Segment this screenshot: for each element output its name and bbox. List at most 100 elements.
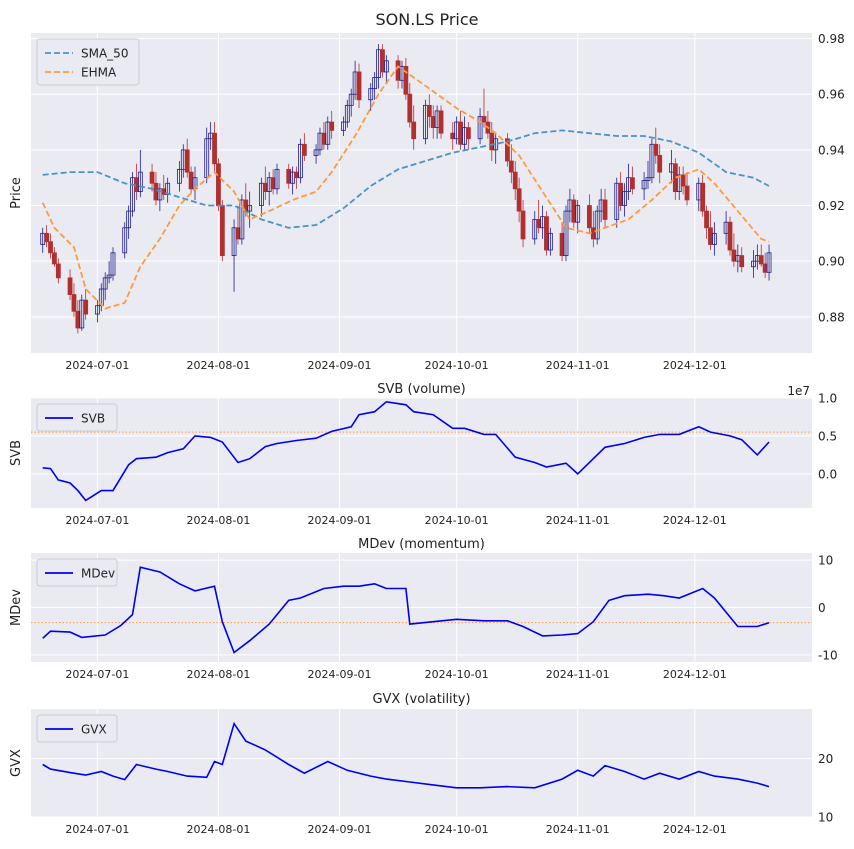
candle-body: [313, 149, 319, 156]
legend-label: GVX: [81, 723, 107, 737]
candle-body: [575, 205, 581, 223]
candle-body: [94, 305, 100, 315]
x-tick-label: 2024-12-01: [663, 359, 727, 372]
candle-body: [212, 132, 217, 165]
candle-body: [711, 232, 717, 245]
y-tick-label: -10: [818, 648, 838, 662]
candle-body: [258, 182, 264, 206]
y-axis-label: Price: [9, 177, 24, 209]
legend-label: MDev: [81, 567, 115, 581]
candle-body: [571, 199, 577, 223]
candle-body: [403, 65, 409, 95]
y-tick-label: 1.0: [818, 392, 837, 406]
legend-label: SMA_50: [81, 47, 128, 61]
x-tick-label: 2024-11-01: [546, 823, 610, 836]
x-tick-label: 2024-07-01: [65, 514, 129, 527]
x-tick-label: 2024-09-01: [308, 514, 372, 527]
series-line-gvx: [42, 721, 770, 789]
candle-body: [75, 310, 81, 329]
plot-content: [31, 566, 812, 654]
candle-body: [407, 93, 413, 123]
candle-body: [55, 263, 61, 279]
candle-body: [762, 263, 768, 273]
candle-body: [450, 132, 456, 140]
candle-body: [505, 138, 510, 162]
candle-body: [294, 171, 299, 179]
candle-body: [657, 155, 663, 173]
candle-body: [411, 121, 417, 140]
legend-box: [36, 403, 118, 432]
x-tick-label: 2024-07-01: [65, 668, 129, 681]
x-tick-label: 2024-11-01: [546, 668, 610, 681]
series-line-ehma: [41, 65, 770, 310]
y-axis-label: SVB: [9, 440, 24, 466]
candle-body: [71, 294, 77, 312]
x-tick-label: 2024-11-01: [546, 359, 610, 372]
candle-body: [465, 127, 471, 140]
candle-body: [247, 205, 253, 212]
candle-body: [751, 260, 756, 268]
candle-body: [536, 219, 542, 229]
candle-body: [298, 143, 303, 179]
candle-body: [731, 249, 737, 262]
candle-body: [130, 177, 135, 212]
x-tick-label: 2024-10-01: [425, 514, 489, 527]
candle-body: [618, 182, 624, 206]
y-tick-label: 0.96: [818, 88, 845, 102]
candle-body: [680, 174, 686, 187]
candle-body: [344, 104, 350, 123]
y-axis-label: MDev: [9, 589, 24, 626]
candle-body: [458, 121, 463, 145]
legend-box: [36, 714, 118, 743]
plot-content: [31, 400, 812, 502]
figure-title: SON.LS Price: [376, 10, 479, 29]
panel-title: MDev (momentum): [358, 537, 485, 552]
x-tick-label: 2024-09-01: [308, 668, 372, 681]
x-tick-label: 2024-10-01: [425, 668, 489, 681]
candle-body: [219, 205, 225, 257]
candle-body: [758, 255, 764, 265]
candle-body: [348, 93, 354, 106]
x-tick-label: 2024-07-01: [65, 823, 129, 836]
x-tick-label: 2024-08-01: [186, 668, 250, 681]
candle-body: [188, 171, 194, 190]
candle-body: [83, 299, 89, 315]
panel-title: SVB (volume): [377, 382, 466, 397]
candle-body: [430, 116, 436, 129]
panel-title: GVX (volatility): [372, 692, 470, 707]
panel-1: 2024-07-01 2024-08-01 2024-09-01 2024-10-01…: [9, 382, 837, 527]
candle-body: [153, 182, 159, 201]
panel-3: 2024-07-01 2024-08-01 2024-09-01 2024-10-01…: [9, 692, 833, 836]
candle-body: [321, 132, 327, 145]
series-line-mdev: [42, 566, 770, 654]
candle-body: [149, 171, 155, 184]
candle-body: [516, 188, 522, 212]
candle-body: [395, 60, 401, 81]
candle-body: [602, 199, 608, 220]
candle-body: [110, 252, 116, 276]
y-tick-label: 0: [818, 601, 826, 615]
candle-body: [622, 191, 627, 206]
candle-body: [520, 210, 526, 240]
candle-body: [547, 232, 553, 251]
candle-body: [325, 121, 331, 145]
candle-body: [122, 227, 128, 254]
candle-body: [739, 255, 745, 268]
candle-body: [489, 132, 495, 151]
y-tick-label: 0.5: [818, 429, 837, 443]
candle-body: [176, 168, 182, 184]
plot-area: [31, 398, 812, 508]
candle-body: [216, 163, 221, 206]
candle-body: [481, 116, 487, 123]
candle-body: [356, 71, 362, 101]
y-tick-label: 0.0: [818, 467, 837, 481]
candle-body: [231, 227, 237, 257]
candle-body: [67, 277, 73, 295]
candle-body: [184, 149, 190, 173]
series-line-svb: [42, 400, 770, 502]
candle-body: [48, 241, 53, 254]
candle-body: [477, 116, 483, 140]
candle-body: [563, 210, 569, 257]
candle-body: [383, 60, 389, 73]
candle-body: [340, 121, 346, 131]
